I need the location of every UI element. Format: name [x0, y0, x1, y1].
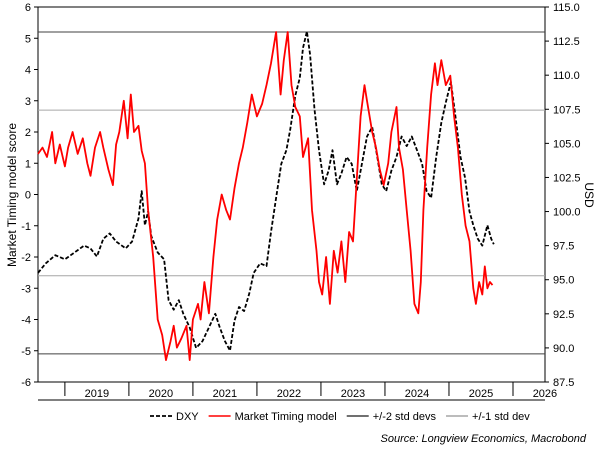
y-right-tick-label: 95.0 [553, 275, 574, 287]
y-axis-left-title: Market Timing model score [5, 123, 19, 267]
y-left-tick-label: 6 [25, 2, 31, 14]
x-tick-label: 2023 [341, 388, 365, 400]
y-left-tick-label: -2 [21, 252, 31, 264]
legend-label-2: Market Timing model [235, 411, 337, 423]
y-axis-right-title: USD [582, 182, 596, 208]
source-note: Source: Longview Economics, Macrobond [381, 433, 587, 445]
y-right-tick-label: 115.0 [553, 2, 580, 14]
plot-border [37, 6, 546, 383]
y-right-tick-label: 90.0 [553, 343, 574, 355]
x-tick-label: 2024 [405, 388, 429, 400]
y-right-tick-label: 87.5 [553, 377, 574, 389]
y-right-tick-label: 92.5 [553, 309, 574, 321]
series-line-1 [37, 30, 495, 352]
y-left-tick-label: -6 [21, 377, 31, 389]
axes-layer: -6 -5 -4 -3 -2 -1 0 1 2 3 4 5 6 87.5 90.0 92.5 95.0 97.5 1… [21, 2, 581, 401]
y-right-tick-label: 110.0 [553, 70, 580, 82]
y-right-tick-label: 107.5 [553, 104, 581, 116]
legend-label-3: +/-2 std devs [373, 411, 437, 423]
y-left-tick-label: 5 [25, 33, 31, 45]
y-left-tick-label: 4 [25, 65, 31, 77]
y-left-tick-label: 1 [25, 158, 31, 170]
legend-label-4: +/-1 std dev [472, 411, 530, 423]
y-left-tick-label: 3 [25, 96, 31, 108]
x-tick-label: 2025 [469, 388, 493, 400]
y-right-tick-label: 112.5 [553, 36, 580, 48]
y-right-tick-label: 105.0 [553, 138, 581, 150]
series-line-2 [37, 31, 494, 361]
y-left-tick-label: 0 [25, 190, 31, 202]
x-tick-label: 2022 [277, 388, 301, 400]
x-tick-label: 2020 [149, 388, 173, 400]
y-left-tick-label: -4 [21, 315, 31, 327]
series-layer [37, 30, 495, 361]
y-right-tick-label: 97.5 [553, 241, 574, 253]
y-left-tick-label: -3 [21, 283, 31, 295]
x-tick-label: 2019 [85, 388, 109, 400]
y-right-tick-label: 100.0 [553, 207, 581, 219]
y-right-tick-label: 102.5 [553, 172, 581, 184]
x-tick-label: 2026 [533, 388, 557, 400]
y-left-tick-label: -5 [21, 346, 31, 358]
plot-frame [37, 6, 546, 383]
y-left-tick-label: 2 [25, 127, 31, 139]
legend: DXY Market Timing model +/-2 std devs +/-1 … [150, 411, 530, 423]
legend-label-1: DXY [176, 411, 199, 423]
x-tick-label: 2021 [213, 388, 237, 400]
y-left-tick-label: -1 [21, 221, 31, 233]
